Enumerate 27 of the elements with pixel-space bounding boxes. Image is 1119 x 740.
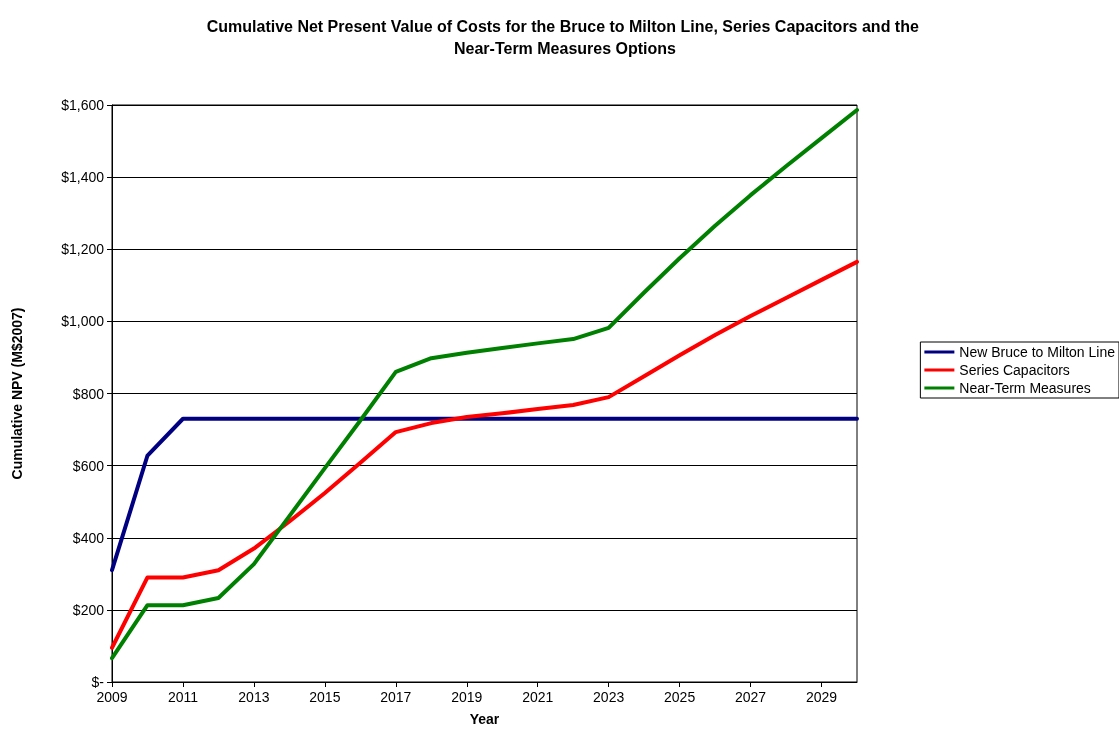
x-tick-label: 2015	[309, 689, 341, 705]
x-tick-label: 2009	[96, 689, 128, 705]
x-tick-label: 2011	[167, 689, 199, 705]
x-tick-label: 2013	[238, 689, 270, 705]
x-tick-label: 2019	[451, 689, 483, 705]
y-tick-label: $1,000	[61, 313, 105, 330]
y-tick-label: $1,600	[61, 97, 105, 113]
legend-label: Series Capacitors	[959, 362, 1070, 378]
x-tick-label: 2017	[380, 689, 412, 705]
chart-title: Cumulative Net Present Value of Costs for the Bruce to Milton Line, Series Capacitors and the Near-Term Measures Options	[206, 17, 924, 57]
x-tick-label: 2025	[664, 689, 696, 705]
y-tick-label: $1,400	[61, 169, 105, 186]
y-axis-title: Cumulative NPV (M$2007)	[9, 307, 25, 480]
legend-label: Near-Term Measures	[959, 380, 1091, 396]
x-tick-label: 2021	[522, 689, 554, 705]
line-series	[110, 259, 859, 650]
y-tick-label: $400	[72, 529, 105, 546]
y-tick-label: $600	[72, 457, 105, 474]
legend-label: New Bruce to Milton Line	[959, 344, 1116, 360]
x-axis-title: Year	[469, 711, 500, 727]
y-tick-label: $200	[72, 601, 105, 618]
y-tick-label: $-	[91, 674, 105, 690]
x-tick-label: 2029	[805, 689, 838, 705]
y-tick-label: $1,200	[61, 241, 105, 258]
y-tick-label: $800	[72, 385, 105, 402]
x-tick-label: 2023	[593, 689, 625, 705]
x-tick-label: 2027	[734, 689, 767, 705]
